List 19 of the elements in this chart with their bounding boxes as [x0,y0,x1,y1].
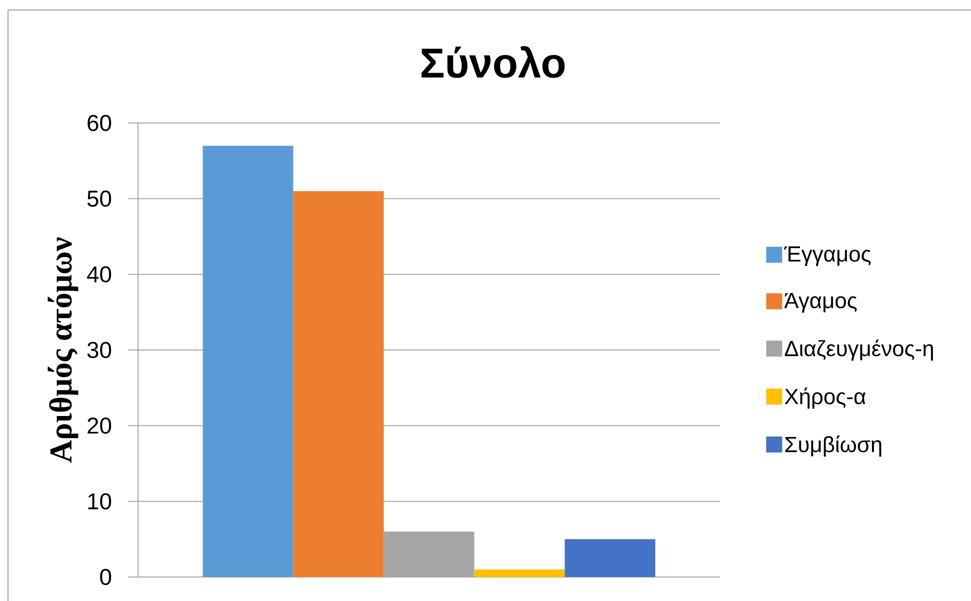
y-tick-label: 20 [88,418,112,434]
bar [202,146,294,577]
bar [564,539,656,577]
chart-title: Σύνολο [422,46,565,78]
y-tick-label: 40 [87,266,112,282]
bar [384,532,474,577]
bar [293,191,384,577]
y-axis-title: Αριθμός ατόμων [48,237,78,463]
y-tick-label: 30 [87,342,112,358]
legend-label: Συμβίωση [785,436,882,457]
legend-label: Χήρος-α [784,388,866,409]
y-tick-label: 60 [88,114,112,132]
y-tick-label: 50 [87,190,112,207]
bar [474,569,565,577]
legend-label: Άγαμος [784,292,857,313]
y-tick-label: 0 [100,568,112,586]
y-tick-label: 10 [88,493,112,510]
legend-label: Έγγαμος [784,246,871,266]
legend-label: Διαζευγμένος-η [784,340,933,361]
